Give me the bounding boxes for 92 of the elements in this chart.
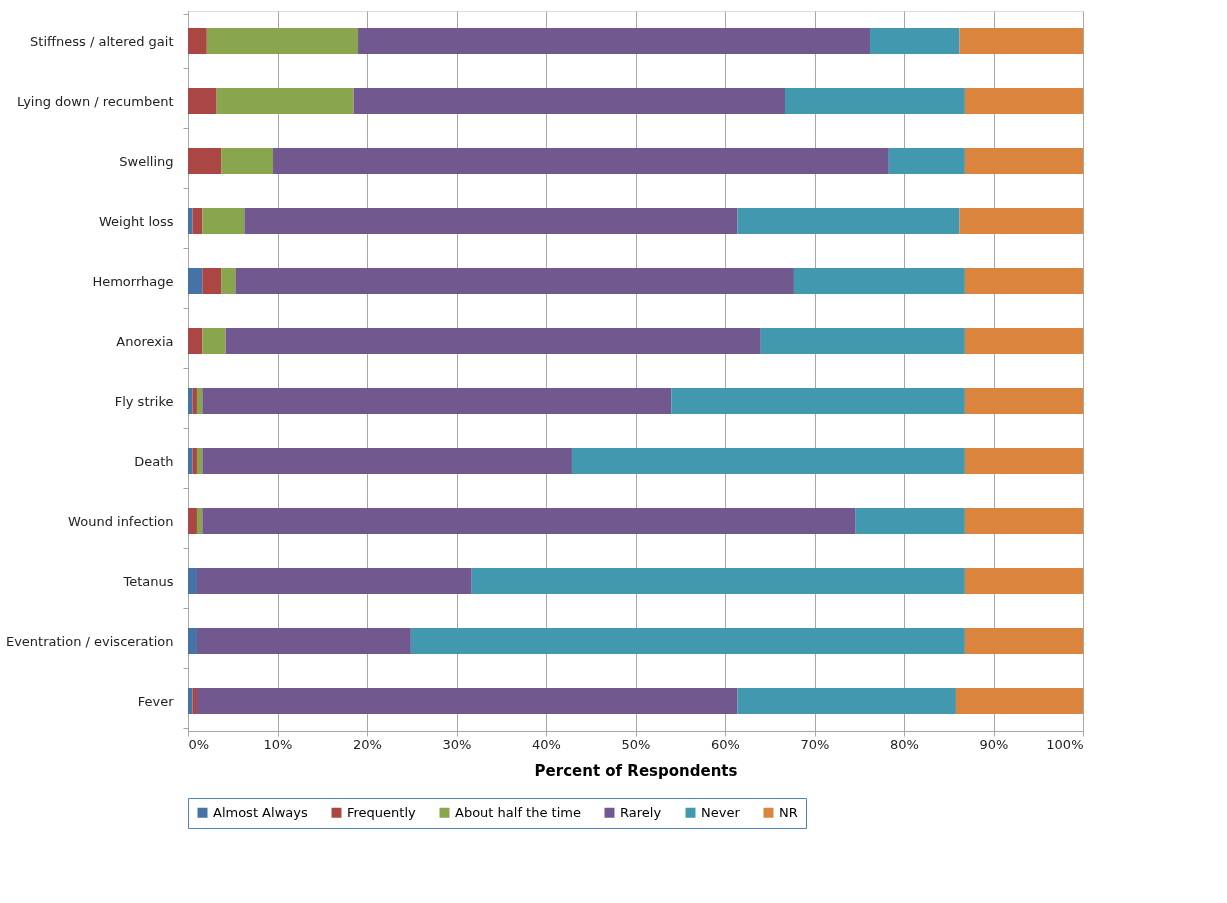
bar — [202, 388, 672, 414]
bar — [202, 208, 245, 234]
bar — [671, 388, 965, 414]
bar — [216, 88, 354, 114]
bar — [196, 568, 472, 594]
bar — [471, 568, 965, 594]
y-tick-label: Eventration / evisceration — [5, 633, 174, 649]
bar — [188, 148, 222, 174]
bar — [888, 148, 965, 174]
y-tick-label: Anorexia — [116, 333, 174, 349]
y-tick-label: Fever — [137, 693, 175, 709]
bar — [202, 268, 222, 294]
bar — [188, 88, 217, 114]
bar — [784, 88, 965, 114]
bar — [955, 688, 1083, 714]
x-tick-label: 60% — [711, 736, 740, 752]
x-tick-label: 80% — [890, 736, 919, 752]
bar — [196, 448, 203, 474]
legend-label: NR — [779, 804, 798, 820]
x-tick-label: 100% — [1046, 736, 1084, 752]
legend-label: Rarely — [620, 804, 662, 820]
bar — [964, 88, 1083, 114]
y-tick-label: Hemorrhage — [92, 273, 174, 289]
bar — [571, 448, 965, 474]
bar — [410, 628, 965, 654]
bar — [964, 508, 1083, 534]
y-tick-label: Swelling — [119, 153, 174, 169]
bar — [221, 268, 236, 294]
bar — [192, 388, 197, 414]
bar — [188, 28, 207, 54]
bar — [188, 628, 197, 654]
bar — [793, 268, 965, 294]
bar — [192, 448, 197, 474]
x-tick-label: 70% — [800, 736, 830, 752]
bar — [188, 688, 193, 714]
bar — [959, 28, 1083, 54]
y-tick-label: Tetanus — [122, 573, 174, 589]
bar — [964, 568, 1083, 594]
bar — [964, 388, 1083, 414]
bar — [188, 328, 203, 354]
x-tick-label: 20% — [353, 736, 382, 752]
bar — [855, 508, 965, 534]
x-tick-label: 0% — [188, 736, 210, 752]
bar — [353, 88, 785, 114]
bar — [959, 208, 1083, 234]
y-tick-label: Fly strike — [114, 393, 174, 409]
bar — [196, 628, 411, 654]
bar — [273, 148, 889, 174]
legend-label: Never — [701, 804, 741, 820]
bar — [358, 28, 870, 54]
bar — [188, 568, 197, 594]
bar — [244, 208, 738, 234]
y-tick-label: Stiffness / altered gait — [30, 33, 174, 49]
bar — [737, 688, 956, 714]
legend-label: Frequently — [347, 804, 417, 820]
bar — [188, 448, 193, 474]
bar — [188, 508, 197, 534]
legend-label: Almost Always — [213, 804, 308, 820]
bar — [964, 328, 1083, 354]
bar — [188, 268, 203, 294]
x-axis-title: Percent of Respondents — [534, 761, 738, 780]
bar — [192, 688, 197, 714]
bar — [202, 508, 856, 534]
legend-label: About half the time — [455, 804, 581, 820]
y-tick-label: Death — [134, 453, 174, 469]
bar — [737, 208, 960, 234]
x-tick-label: 50% — [621, 736, 651, 752]
bar — [188, 208, 193, 234]
y-tick-label: Wound infection — [68, 513, 174, 529]
bar — [196, 388, 203, 414]
x-tick-label: 40% — [532, 736, 561, 752]
bar — [196, 688, 738, 714]
bar — [202, 328, 226, 354]
x-tick-label: 30% — [442, 736, 472, 752]
bar — [235, 268, 794, 294]
y-tick-label: Lying down / recumbent — [17, 93, 174, 109]
bar — [964, 628, 1083, 654]
bar — [196, 508, 203, 534]
bar — [225, 328, 761, 354]
bar — [760, 328, 965, 354]
bar — [202, 448, 572, 474]
y-tick-label: Weight loss — [98, 213, 174, 229]
bar — [869, 28, 960, 54]
bar — [188, 388, 193, 414]
x-tick-label: 10% — [263, 736, 293, 752]
x-tick-label: 90% — [979, 736, 1009, 752]
bar — [964, 148, 1083, 174]
bar — [964, 268, 1083, 294]
bar — [221, 148, 274, 174]
bar — [206, 28, 359, 54]
bar — [192, 208, 203, 234]
bar — [964, 448, 1083, 474]
